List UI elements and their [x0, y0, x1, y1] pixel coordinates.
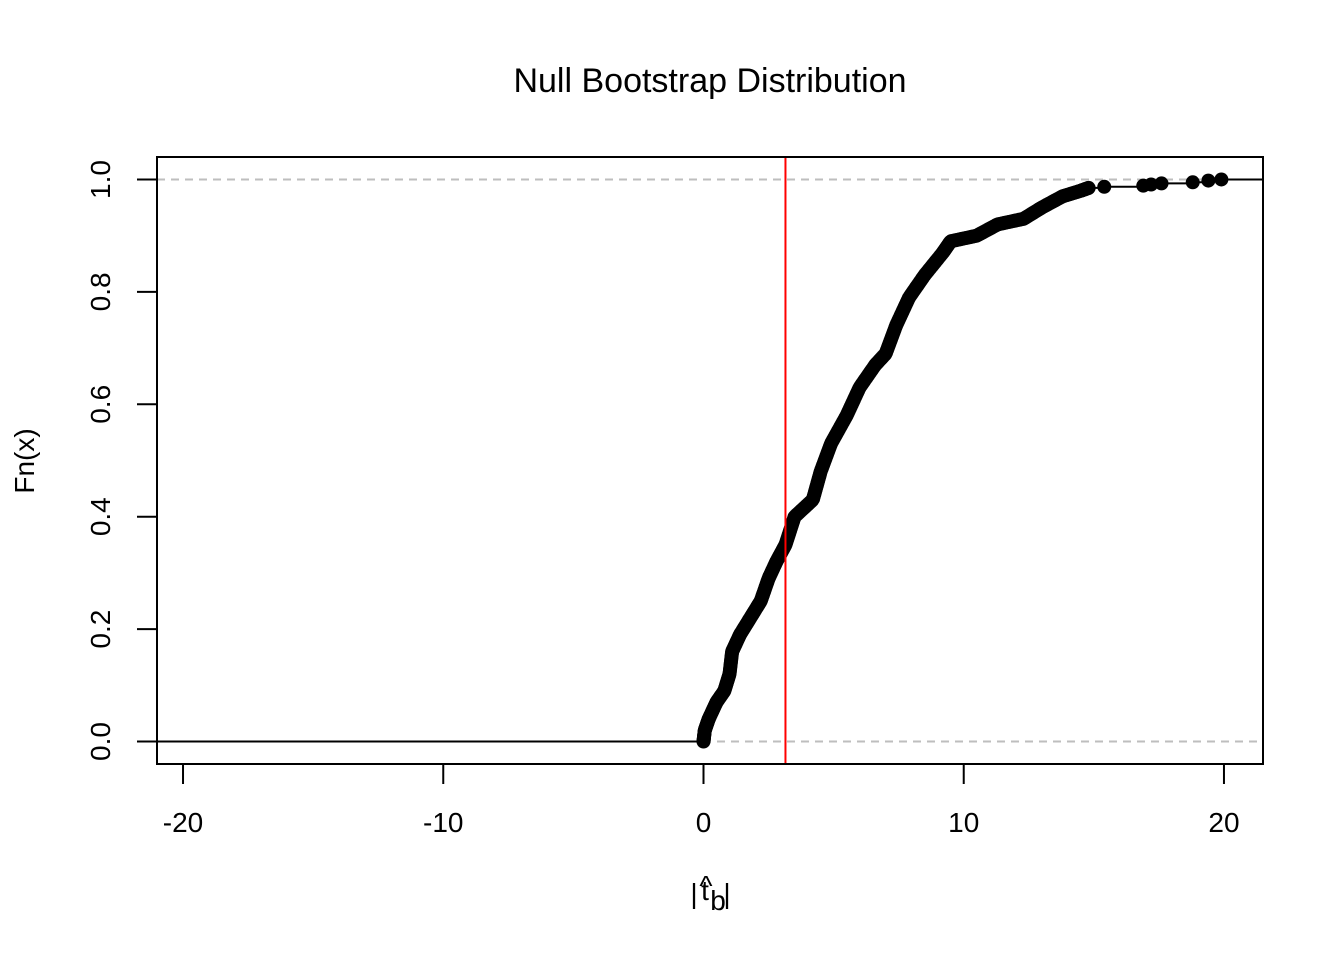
- y-tick-label: 0.4: [85, 497, 116, 536]
- x-tick-label: -20: [163, 807, 203, 838]
- x-axis-title-bar-right: |: [723, 878, 730, 909]
- y-tick-label: 0.2: [85, 610, 116, 649]
- ecdf-point: [1097, 179, 1112, 194]
- x-tick-label: 0: [696, 807, 712, 838]
- x-axis-title-bar-left: |: [690, 878, 697, 909]
- ecdf-point: [1214, 172, 1229, 187]
- ecdf-series: [157, 172, 1263, 749]
- x-tick-label: -10: [423, 807, 463, 838]
- y-axis-title: Fn(x): [9, 428, 40, 493]
- ecdf-point: [1185, 175, 1200, 190]
- x-tick-label: 10: [948, 807, 979, 838]
- ecdf-point: [1154, 176, 1169, 191]
- y-tick-label: 1.0: [85, 160, 116, 199]
- x-axis: -20 -10 0 10 20: [163, 763, 1240, 838]
- x-axis-title-main: t: [701, 875, 709, 906]
- x-axis-title: | ^ t b |: [690, 870, 730, 916]
- ecdf-point: [1081, 180, 1096, 195]
- ecdf-point: [1144, 177, 1159, 192]
- y-tick-label: 0.6: [85, 385, 116, 424]
- x-axis-title-hat: ^: [699, 870, 712, 901]
- x-tick-label: 20: [1208, 807, 1239, 838]
- y-tick-label: 0.8: [85, 272, 116, 311]
- y-tick-label: 0.0: [85, 722, 116, 761]
- y-axis: 0.0 0.2 0.4 0.6 0.8 1.0: [85, 160, 158, 761]
- x-axis-title-subscript: b: [710, 885, 726, 916]
- ecdf-point: [1201, 173, 1216, 188]
- chart-title: Null Bootstrap Distribution: [513, 62, 906, 100]
